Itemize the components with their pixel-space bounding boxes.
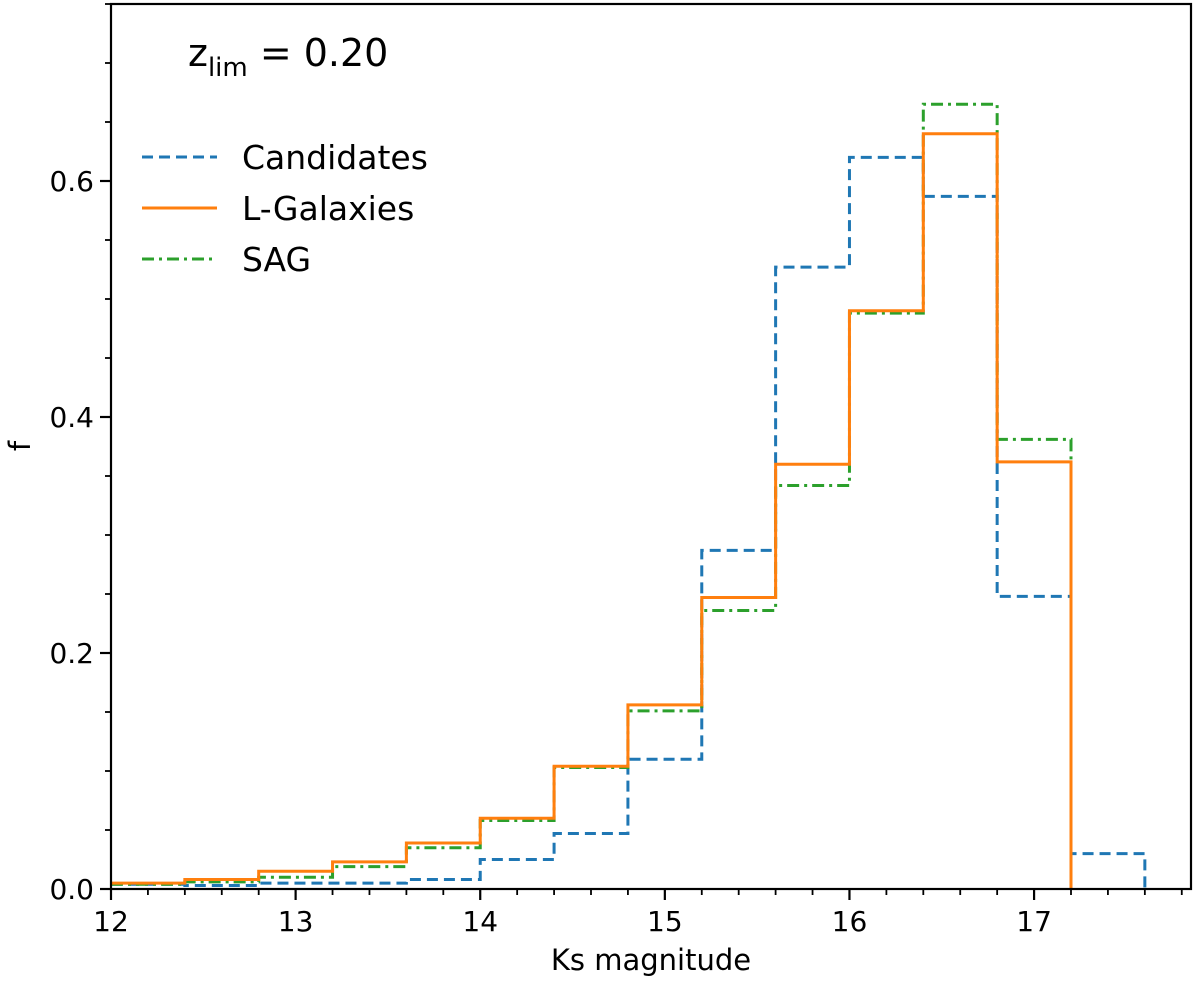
series-l-galaxies-step-line	[111, 132, 1073, 889]
x-axis-label: Ks magnitude	[551, 943, 751, 977]
y-tick-label: 0.4	[49, 401, 94, 434]
x-tick-label: 12	[93, 905, 129, 938]
legend: Candidates L-Galaxies SAG	[142, 138, 428, 279]
x-tick-label: 14	[462, 905, 498, 938]
series-l-galaxies	[111, 132, 1073, 889]
legend-label-candidates: Candidates	[242, 138, 428, 177]
legend-label-l-galaxies: L-Galaxies	[242, 189, 414, 228]
x-tick-label: 15	[647, 905, 683, 938]
tick-labels: 12 13 14 15 16 17 0.0 0.2 0.4 0.6	[49, 165, 1051, 938]
major-ticks	[100, 179, 1036, 900]
y-tick-label: 0.0	[49, 873, 94, 906]
x-tick-label: 16	[832, 905, 868, 938]
y-tick-label: 0.2	[49, 637, 94, 670]
z-limit-subscript: lim	[208, 53, 248, 83]
y-axis-label: f	[3, 440, 37, 451]
series-layer	[111, 102, 1147, 889]
z-limit-annotation: zlim = 0.20	[188, 31, 388, 83]
y-tick-label: 0.6	[49, 165, 94, 198]
z-limit-base: z	[188, 31, 208, 75]
x-tick-label: 17	[1016, 905, 1052, 938]
legend-label-sag: SAG	[242, 240, 311, 279]
plot-frame	[109, 2, 1193, 891]
x-tick-label: 13	[278, 905, 314, 938]
z-limit-value: = 0.20	[248, 31, 389, 75]
